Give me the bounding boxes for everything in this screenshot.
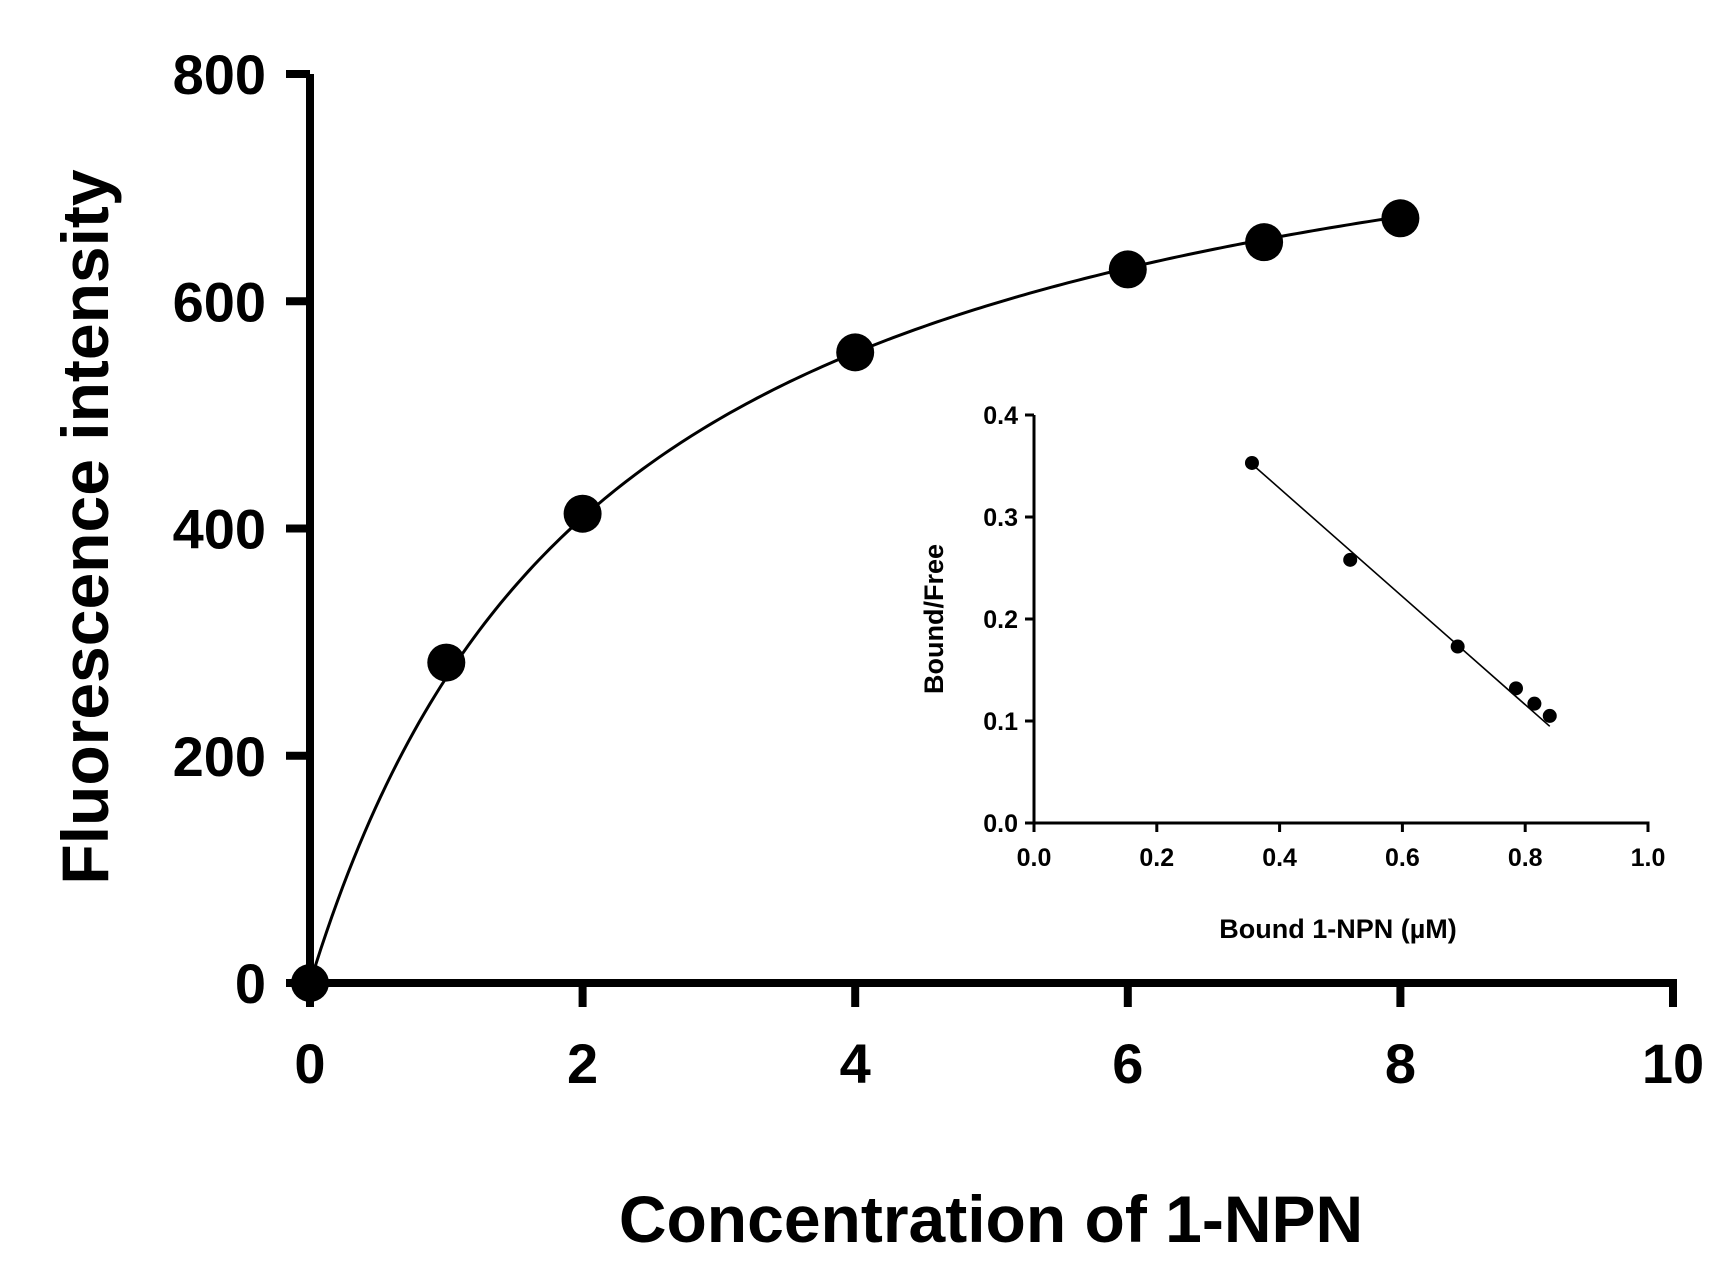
main-fit-curve [308, 215, 1401, 984]
main-x-tick-label: 6 [1112, 1032, 1143, 1095]
inset-x-tick-label: 0.2 [1139, 844, 1174, 872]
main-data-point [1245, 223, 1284, 262]
inset-data-point [1343, 552, 1358, 567]
main-data-point [563, 494, 602, 533]
main-data-point [1108, 250, 1147, 289]
main-y-tick-label: 0 [235, 952, 266, 1015]
inset-y-tick-label: 0.1 [983, 708, 1018, 736]
inset-y-tick-label: 0.4 [983, 402, 1018, 430]
inset-data-point [1244, 455, 1259, 470]
main-y-axis-title: Fluorescence intensity [48, 169, 122, 885]
main-y-tick-label: 800 [173, 43, 266, 106]
inset-x-tick-label: 0.8 [1508, 844, 1543, 872]
inset-x-tick-label: 0.6 [1385, 844, 1420, 872]
inset-y-tick-label: 0.0 [983, 810, 1018, 838]
inset-y-tick-label: 0.3 [983, 504, 1018, 532]
main-x-tick-label: 4 [840, 1032, 871, 1095]
inset-x-axis-title: Bound 1-NPN (µM) [1219, 914, 1457, 944]
inset-data-point [1527, 696, 1542, 711]
inset-y-axis-title: Bound/Free [919, 544, 949, 694]
main-plot: 0 2 4 6 8 10 0 200 400 600 800 Concentration of 1-N… [48, 43, 1704, 1256]
inset-y-tick-label: 0.2 [983, 606, 1018, 634]
inset-data-point [1450, 639, 1465, 654]
inset-fit-curve [1251, 463, 1551, 727]
main-y-tick-label: 400 [173, 498, 266, 561]
main-x-tick-label: 2 [567, 1032, 598, 1095]
inset-data-point [1542, 708, 1557, 723]
inset-x-tick-label: 1.0 [1631, 844, 1666, 872]
main-x-tick-label: 10 [1642, 1032, 1704, 1095]
inset-x-tick-label: 0.4 [1262, 844, 1297, 872]
main-data-point [427, 643, 466, 682]
inset-x-tick-label: 0.0 [1017, 844, 1052, 872]
main-data-point [1381, 199, 1420, 238]
main-x-tick-label: 0 [294, 1032, 325, 1095]
main-y-tick-label: 600 [173, 270, 266, 333]
main-data-point [836, 333, 875, 372]
main-x-axis-title: Concentration of 1-NPN [619, 1182, 1363, 1256]
inset-plot: 0.0 0.2 0.4 0.6 0.8 1.0 0.0 0.1 0.2 0.3 0.4 Bound 1… [919, 402, 1665, 944]
main-x-tick-label: 8 [1385, 1032, 1416, 1095]
main-y-tick-label: 200 [173, 725, 266, 788]
main-data-point [291, 964, 329, 1002]
inset-data-point [1508, 681, 1523, 696]
